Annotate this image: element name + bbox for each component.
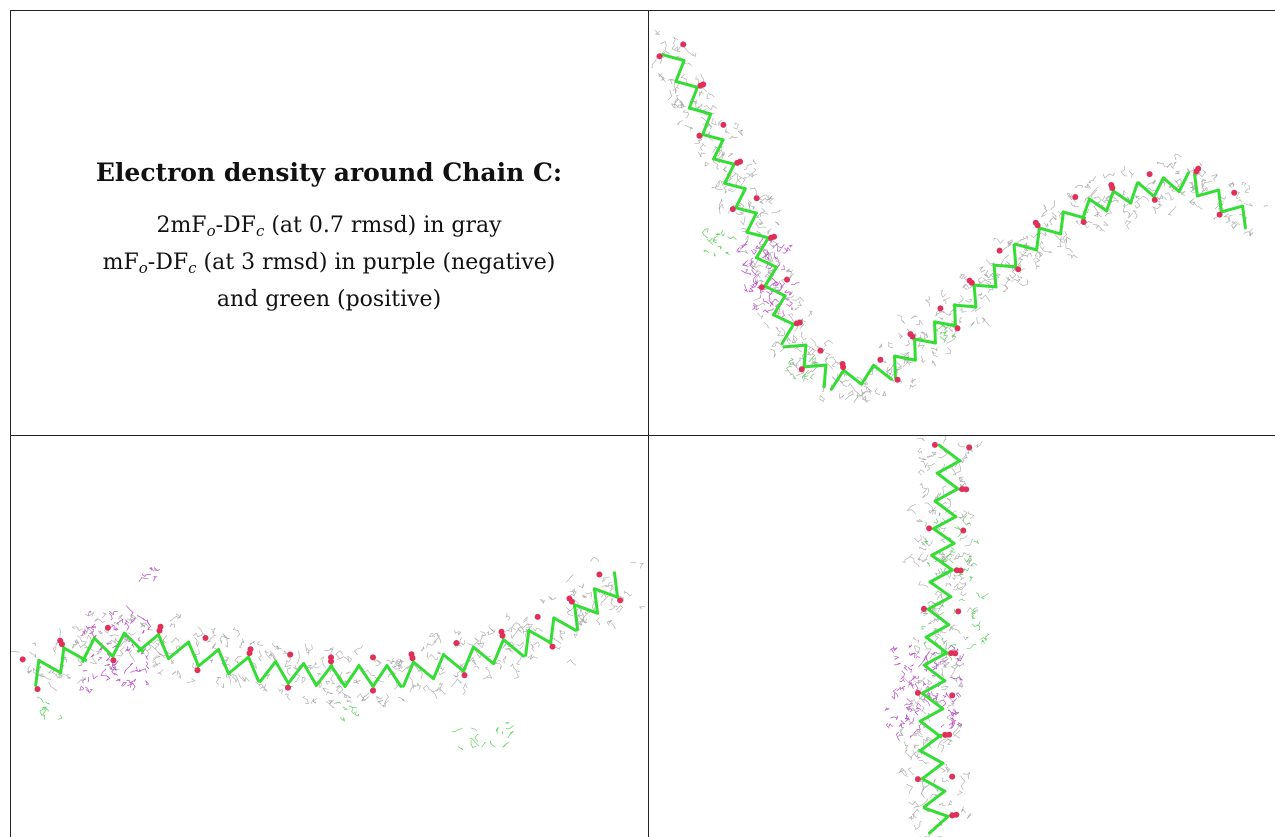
positive-density-blob <box>36 696 63 720</box>
model-bonds <box>918 443 962 835</box>
legend-fofc-term-a: mF <box>102 250 139 275</box>
table-divider-horizontal <box>10 435 1275 436</box>
caption-title: Electron density around Chain C: <box>95 158 563 187</box>
negative-density-blob <box>884 707 906 729</box>
legend-fofc-sub-b: c <box>188 259 197 277</box>
positive-density-blob <box>701 228 737 257</box>
positive-density-blob <box>334 701 359 722</box>
legend-line-2fofc: 2mFo-DFc (at 0.7 rmsd) in gray <box>10 210 648 247</box>
table-border-top <box>10 10 1275 11</box>
caption-legend: 2mFo-DFc (at 0.7 rmsd) in gray mFo-DFc (… <box>10 210 648 315</box>
oxygen-atoms <box>19 571 624 694</box>
density-view-top-right <box>650 11 1275 435</box>
density-render-bottom-right <box>884 436 990 837</box>
density-view-bottom-right <box>650 436 1275 837</box>
model-bonds <box>34 571 619 688</box>
legend-2fofc-sub-a: o <box>206 222 216 240</box>
density-render-bottom-left <box>11 556 646 751</box>
density-render-top-right <box>651 30 1268 403</box>
density-view-bottom-left <box>11 436 648 837</box>
legend-2fofc-description: (at 0.7 rmsd) in gray <box>264 213 502 238</box>
electron-density-mesh <box>896 436 983 837</box>
legend-fofc-sub-a: o <box>138 259 148 277</box>
legend-line-positive: and green (positive) <box>216 287 442 312</box>
negative-density-blob <box>889 644 965 742</box>
positive-density-blob <box>923 515 980 582</box>
legend-fofc-description: (at 3 rmsd) in purple (negative) <box>196 250 556 275</box>
figure-caption-cell: Electron density around Chain C: 2mFo-DF… <box>10 10 648 434</box>
legend-2fofc-sub-b: c <box>255 222 265 240</box>
model-bonds <box>661 53 1247 391</box>
legend-fofc-term-b: -DF <box>147 250 189 275</box>
positive-density-blob <box>451 722 514 751</box>
negative-density-blob <box>138 567 160 582</box>
legend-2fofc-term-a: 2mF <box>156 213 207 238</box>
electron-density-mesh <box>651 30 1268 403</box>
table-divider-vertical <box>648 10 649 837</box>
oxygen-atoms <box>656 41 1238 383</box>
electron-density-mesh <box>11 556 646 708</box>
oxygen-atoms <box>914 441 973 819</box>
legend-2fofc-term-b: -DF <box>215 213 256 238</box>
table-border-left <box>10 10 11 837</box>
legend-line-fofc: mFo-DFc (at 3 rmsd) in purple (negative) <box>10 247 648 284</box>
